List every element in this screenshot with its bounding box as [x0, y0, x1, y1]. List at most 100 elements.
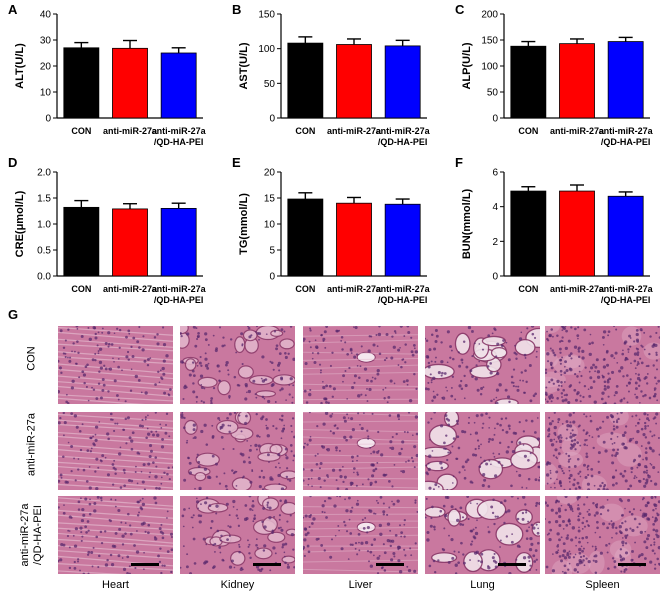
chart-b: 0 50 100 150 AST(U/L) CON anti-miR-27aanti-miR… — [238, 10, 431, 148]
category-label-con: CON — [71, 126, 91, 136]
category-label-qd: anti-miR-27a/QD-HA-PEI — [376, 126, 431, 147]
scale-bar — [498, 563, 526, 566]
column-label-kidney: Kidney — [220, 579, 255, 591]
y-tick-label: 30 — [40, 36, 52, 47]
y-axis-label: ALT(U/L) — [14, 43, 26, 89]
panel-label-e: E — [232, 155, 241, 170]
tissue-tile-kidney — [180, 326, 295, 404]
category-label-con: CON — [295, 126, 315, 136]
row-label: anti-miR-27a /QD-HA-PEI — [19, 503, 44, 567]
y-tick-label: 50 — [264, 79, 276, 90]
category-label-anti: anti-miR-27a — [327, 126, 382, 136]
y-tick-label: 50 — [487, 88, 499, 99]
category-label-anti: anti-miR-27a — [550, 284, 605, 294]
row-label: CON — [25, 346, 38, 371]
y-tick-label: 0.5 — [37, 246, 51, 257]
category-label-qd: anti-miR-27a/QD-HA-PEI — [152, 284, 207, 305]
panel-label-d: D — [8, 155, 18, 170]
tissue-image — [303, 412, 418, 490]
bar-con — [63, 47, 100, 119]
tissue-tile-heart — [58, 412, 173, 490]
y-tick-label: 15 — [264, 194, 276, 205]
y-axis-label: AST(U/L) — [238, 42, 250, 89]
y-tick-label: 0 — [492, 114, 498, 125]
y-tick-label: 1.0 — [37, 220, 51, 231]
tissue-tile-lung — [425, 326, 540, 404]
bar-anti — [336, 202, 372, 277]
y-tick-label: 6 — [492, 168, 498, 179]
y-tick-label: 0.0 — [37, 272, 51, 283]
category-label-qd: anti-miR-27a/QD-HA-PEI — [376, 284, 431, 305]
category-label-anti: anti-miR-27a — [550, 126, 605, 136]
tissue-image — [180, 496, 295, 574]
category-label-con: CON — [518, 284, 538, 294]
bar-anti — [336, 44, 372, 119]
y-tick-label: 0 — [269, 114, 275, 125]
tissue-image — [545, 326, 660, 404]
bar-anti — [559, 43, 595, 119]
y-tick-label: 2 — [492, 237, 498, 248]
chart-d: 0.0 0.5 1.0 1.5 2.0 CRE(μmol/L) CON anti-miR-27… — [14, 168, 207, 306]
category-label-qd: anti-miR-27a/QD-HA-PEI — [599, 126, 654, 147]
column-label-heart: Heart — [102, 579, 129, 591]
bar-qd — [160, 207, 197, 277]
y-tick-label: 1.5 — [37, 194, 51, 205]
y-tick-label: 40 — [40, 10, 52, 21]
y-tick-label: 150 — [481, 36, 498, 47]
bar-qd — [160, 52, 197, 119]
y-tick-label: 150 — [258, 10, 275, 21]
y-axis-label: TG(mmol/L) — [238, 193, 250, 255]
row-label: anti-miR-27a — [25, 413, 38, 476]
tissue-tile-lung — [425, 412, 540, 490]
tissue-image — [180, 412, 295, 490]
tissue-image — [303, 496, 418, 574]
tissue-tile-heart — [58, 496, 173, 574]
tissue-tile-spleen — [545, 496, 660, 574]
panel-label-c: C — [455, 2, 465, 17]
y-tick-label: 2.0 — [37, 168, 51, 179]
panel-label-g: G — [8, 307, 19, 322]
chart-e: 0 5 10 15 20 TG(mmol/L) CON anti-miR-27aanti-mi… — [238, 168, 431, 306]
tissue-tile-spleen — [545, 412, 660, 490]
chart-f: 0 2 4 6 BUN(mmol/L) CON anti-miR-27aanti-miR-2… — [461, 168, 654, 306]
tissue-image — [425, 496, 540, 574]
y-tick-label: 100 — [481, 62, 498, 73]
tissue-image — [58, 412, 173, 490]
tissue-tile-lung — [425, 496, 540, 574]
tissue-tile-spleen — [545, 326, 660, 404]
tissue-tile-liver — [303, 496, 418, 574]
scale-bar — [376, 563, 404, 566]
y-axis-label: CRE(μmol/L) — [14, 190, 26, 257]
bar-qd — [384, 45, 421, 119]
scale-bar — [618, 563, 646, 566]
y-tick-label: 4 — [492, 202, 498, 213]
column-label-liver: Liver — [348, 579, 373, 591]
bar-anti — [559, 190, 595, 277]
tissue-tile-heart — [58, 326, 173, 404]
category-label-anti: anti-miR-27a — [327, 284, 382, 294]
bar-con — [510, 190, 547, 277]
y-tick-label: 10 — [264, 220, 276, 231]
chart-c: 0 50 100 150 200 ALP(U/L) CON anti-miR-27aanti-… — [461, 10, 654, 148]
y-axis-label: ALP(U/L) — [461, 42, 473, 89]
scale-bar — [253, 563, 281, 566]
y-tick-label: 20 — [264, 168, 276, 179]
category-label-anti: anti-miR-27a — [103, 126, 158, 136]
tissue-image — [58, 496, 173, 574]
tissue-image — [180, 326, 295, 404]
category-label-qd: anti-miR-27a/QD-HA-PEI — [152, 126, 207, 147]
y-tick-label: 0 — [45, 114, 51, 125]
bar-con — [510, 45, 547, 119]
category-label-qd: anti-miR-27a/QD-HA-PEI — [599, 284, 654, 305]
column-label-spleen: Spleen — [585, 579, 620, 591]
tissue-image — [545, 412, 660, 490]
y-tick-label: 200 — [481, 10, 498, 21]
tissue-image — [425, 326, 540, 404]
tissue-tile-liver — [303, 412, 418, 490]
category-label-con: CON — [295, 284, 315, 294]
panel-label-f: F — [455, 155, 463, 170]
tissue-image — [545, 496, 660, 574]
y-tick-label: 20 — [40, 62, 52, 73]
